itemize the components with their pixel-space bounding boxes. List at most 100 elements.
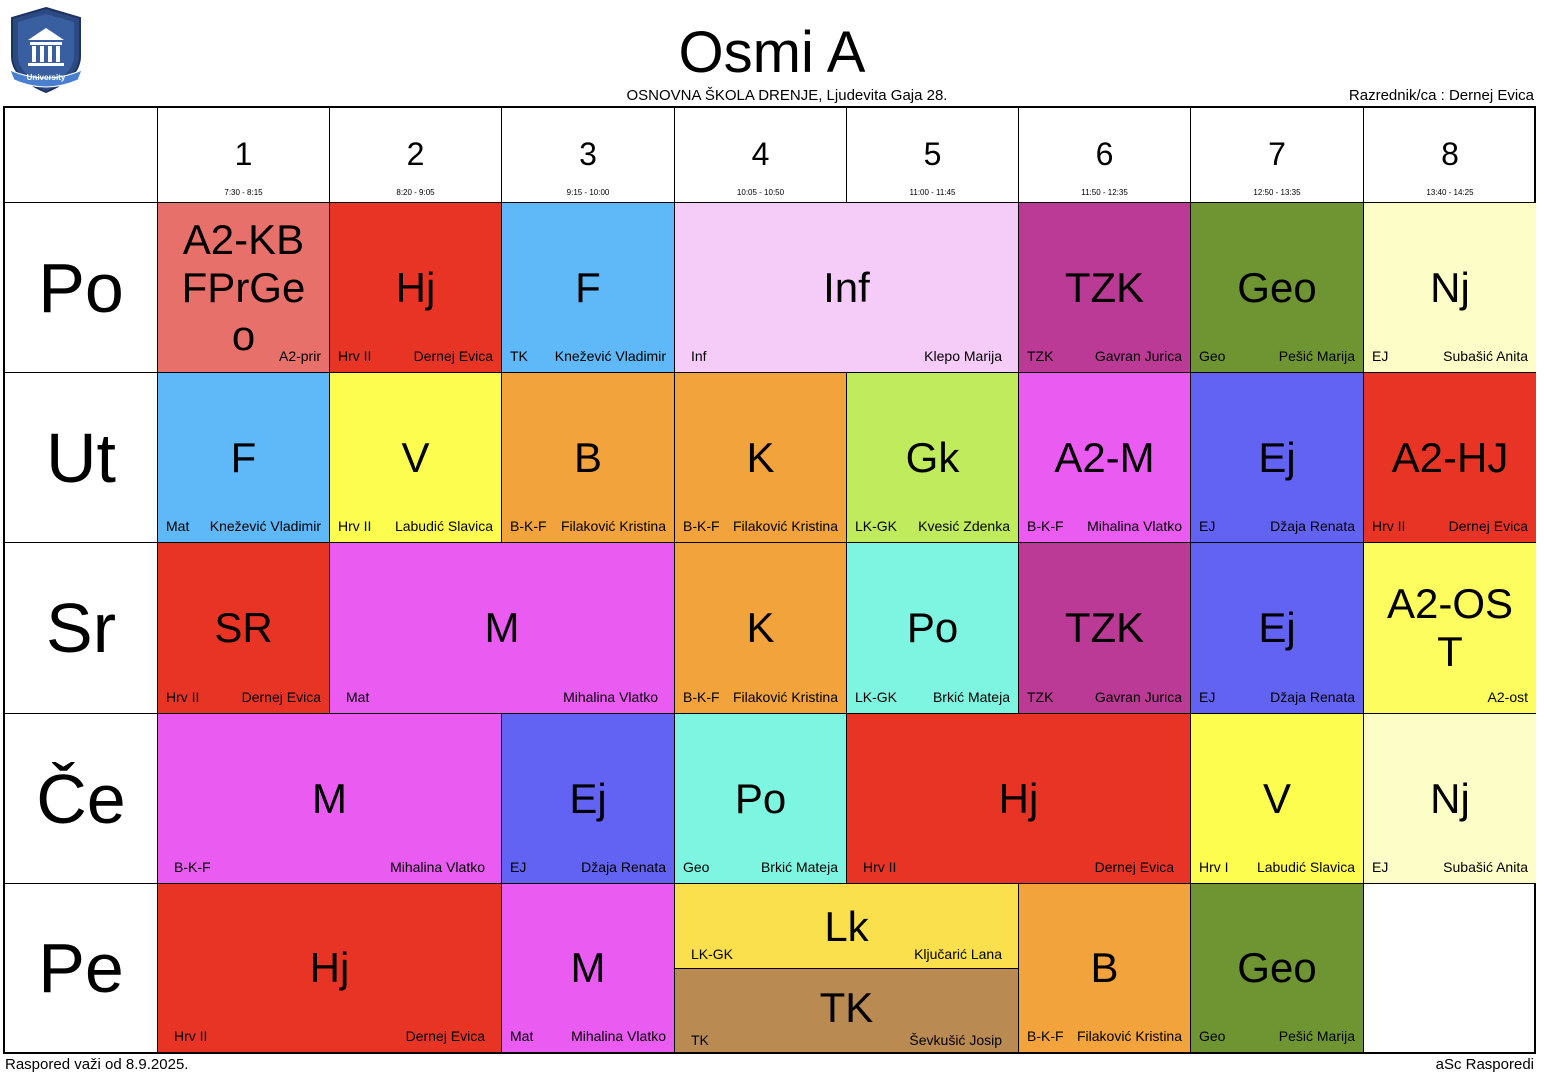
lesson-cell[interactable]: Ej EJ Džaja Renata [1191,373,1364,543]
group-label: B-K-F [683,518,720,534]
period-number: 3 [579,136,597,172]
lesson-cell[interactable]: M Mat Mihalina Vlatko [330,543,675,714]
teacher-label: Gavran Jurica [1094,689,1182,705]
subject-label: Hj [998,774,1039,822]
lesson-cell[interactable]: Po Geo Brkić Mateja [675,714,847,884]
subject-label: Po [906,604,959,651]
lesson-cell[interactable]: Ej EJ Džaja Renata [502,714,675,884]
group-label: Hrv II [338,348,372,364]
period-number: 5 [923,136,942,172]
group-label: TZK [1027,689,1054,705]
group-label: Geo [1199,1028,1226,1044]
lesson-cell[interactable]: B B-K-F Filaković Kristina [1019,884,1191,1052]
lesson-cell[interactable]: Geo Geo Pešić Marija [1191,203,1364,373]
lesson-cell[interactable]: M Mat Mihalina Vlatko [502,884,675,1052]
lesson-cell[interactable]: Hj Hrv II Dernej Evica [847,714,1191,884]
lesson-cell[interactable]: Nj EJ Subašić Anita [1364,714,1536,884]
period-time: 7:30 - 8:15 [224,188,263,197]
group-label: Geo [1199,348,1226,364]
group-label: Hrv II [166,689,200,705]
lesson-cell[interactable]: Geo Geo Pešić Marija [1191,884,1364,1052]
lesson-cell[interactable]: K B-K-F Filaković Kristina [675,543,847,714]
lesson-cell[interactable]: F TK Knežević Vladimir [502,203,675,373]
subject-label: K [746,433,775,481]
lesson-cell[interactable]: A2-M B-K-F Mihalina Vlatko [1019,373,1191,543]
lesson-cell[interactable]: A2-HJ Hrv II Dernej Evica [1364,373,1536,543]
teacher-label: Mihalina Vlatko [390,859,485,875]
group-label: Hrv I [1199,859,1229,875]
group-label: Mat [510,1028,534,1044]
teacher-label: Subašić Anita [1443,348,1528,364]
teacher-label: Subašić Anita [1443,859,1528,875]
lesson-cell[interactable]: Ej EJ Džaja Renata [1191,543,1364,714]
teacher-label: Pešić Marija [1278,1028,1355,1044]
day-label-po: Po [5,203,158,373]
period-number: 7 [1268,136,1286,172]
day-label-ce: Če [5,714,158,884]
subject-label: SR [214,604,273,651]
teacher-label: Džaja Renata [1270,689,1355,705]
subject-label: F [575,263,601,311]
subject-label: Inf [823,263,870,311]
teacher-label: Dernej Evica [1094,859,1174,875]
lesson-cell[interactable]: V Hrv II Labudić Slavica [330,373,502,543]
subject-label: Lk [824,903,869,950]
subject-label: A2-KB FPrGe o [181,215,306,359]
lesson-cell[interactable]: SR Hrv II Dernej Evica [158,543,330,714]
day-label-sr: Sr [5,543,158,714]
teacher-label: Labudić Slavica [394,518,493,534]
lesson-cell[interactable]: Inf Inf Klepo Marija [675,203,1019,373]
lesson-cell[interactable]: K B-K-F Filaković Kristina [675,373,847,543]
lesson-cell[interactable]: Gk LK-GK Kvesić Zdenka [847,373,1019,543]
group-label: Inf [691,348,707,364]
lesson-cell[interactable]: F Mat Knežević Vladimir [158,373,330,543]
teacher-label: Mihalina Vlatko [1087,518,1182,534]
group-label: Hrv II [338,518,372,534]
period-time: 10:05 - 10:50 [736,188,785,197]
subject-label: B [573,433,602,481]
group-label: Hrv II [863,859,897,875]
teacher-label: Filaković Kristina [1076,1028,1182,1044]
period-header-6: 6 11:50 - 12:35 [1019,108,1191,203]
lesson-cell[interactable]: Hj Hrv II Dernej Evica [330,203,502,373]
teacher-label: Džaja Renata [1270,518,1355,534]
period-time: 13:40 - 14:25 [1426,188,1474,197]
period-header-7: 7 12:50 - 13:35 [1191,108,1364,203]
teacher-label: Kvesić Zdenka [918,518,1010,534]
period-header-2: 2 8:20 - 9:05 [330,108,502,203]
class-teacher: Razrednik/ca : Dernej Evica [1348,87,1534,104]
subject-label: M [312,774,347,822]
period-header-4: 4 10:05 - 10:50 [675,108,847,203]
teacher-label: Filaković Kristina [732,689,838,705]
teacher-label: Ključarić Lana [914,946,1002,962]
lesson-cell[interactable]: B B-K-F Filaković Kristina [502,373,675,543]
lesson-cell[interactable]: TK TK Ševkušić Josip [675,969,1019,1052]
period-header-8: 8 13:40 - 14:25 [1364,108,1536,203]
group-label: Hrv II [1372,518,1406,534]
lesson-cell[interactable]: Po LK-GK Brkić Mateja [847,543,1019,714]
subject-label: V [1262,774,1291,822]
lesson-cell[interactable]: Nj EJ Subašić Anita [1364,203,1536,373]
subject-label: F [230,433,257,481]
subject-label: A2-OS T [1386,580,1514,675]
lesson-cell[interactable]: V Hrv I Labudić Slavica [1191,714,1364,884]
teacher-label: Klepo Marija [924,348,1002,364]
group-label: Mat [166,518,190,534]
group-label: Mat [346,689,370,705]
valid-from-note: Raspored važi od 8.9.2025. [5,1056,189,1073]
subject-label: Nj [1430,774,1470,822]
lesson-cell[interactable]: M B-K-F Mihalina Vlatko [158,714,502,884]
lesson-cell[interactable]: TZK TZK Gavran Jurica [1019,203,1191,373]
lesson-cell[interactable]: A2-OS T A2-ost [1364,543,1536,714]
lesson-cell[interactable]: Hj Hrv II Dernej Evica [158,884,502,1052]
lesson-cell[interactable]: A2-KB FPrGe o A2-prir [158,203,330,373]
group-label: B-K-F [174,859,211,875]
period-header-3: 3 9:15 - 10:00 [502,108,675,203]
lesson-cell[interactable]: TZK TZK Gavran Jurica [1019,543,1191,714]
period-header-5: 5 11:00 - 11:45 [847,108,1019,203]
subject-label: Ej [1258,433,1296,481]
group-label: B-K-F [510,518,547,534]
group-label: EJ [1372,348,1389,364]
lesson-cell[interactable]: Lk LK-GK Ključarić Lana [675,884,1019,969]
teacher-label: Knežević Vladimir [554,348,666,364]
